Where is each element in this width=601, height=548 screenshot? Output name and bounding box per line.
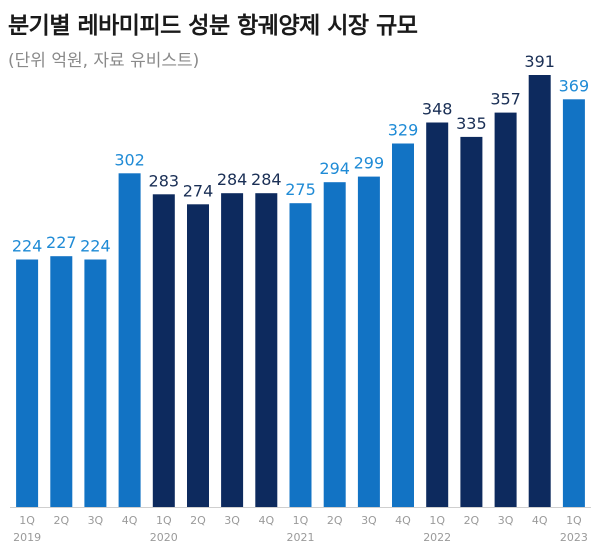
x-tick-label-14: 3Q xyxy=(498,514,514,527)
bar-8 xyxy=(289,203,312,507)
bar-9 xyxy=(323,182,346,507)
data-label-16: 369 xyxy=(559,76,590,95)
data-label-1: 227 xyxy=(46,233,77,252)
bar-13 xyxy=(460,136,483,507)
x-year-label-2022: 2022 xyxy=(423,531,451,544)
data-label-13: 335 xyxy=(456,114,487,133)
data-label-0: 224 xyxy=(12,237,43,256)
x-tick-label-12: 1Q xyxy=(429,514,445,527)
data-label-2: 224 xyxy=(80,237,111,256)
bar-2 xyxy=(84,259,107,507)
x-tick-label-13: 2Q xyxy=(464,514,480,527)
bar-5 xyxy=(187,204,209,508)
data-label-5: 274 xyxy=(183,181,214,200)
x-year-label-2019: 2019 xyxy=(13,531,41,544)
x-tick-label-2: 3Q xyxy=(88,514,104,527)
bar-11 xyxy=(392,143,414,507)
x-tick-label-6: 3Q xyxy=(224,514,240,527)
x-tick-label-11: 4Q xyxy=(395,514,411,527)
bar-4 xyxy=(152,194,175,508)
data-label-7: 284 xyxy=(251,170,282,189)
x-tick-label-5: 2Q xyxy=(190,514,206,527)
x-tick-label-8: 1Q xyxy=(293,514,309,527)
data-label-15: 391 xyxy=(524,52,555,71)
x-year-label-2023: 2023 xyxy=(560,531,588,544)
bar-16 xyxy=(562,99,585,508)
x-tick-label-16: 1Q xyxy=(566,514,582,527)
chart-title: 분기별 레바미피드 성분 항궤양제 시장 규모 xyxy=(8,13,418,39)
x-tick-label-0: 1Q xyxy=(19,514,35,527)
data-label-11: 329 xyxy=(388,121,419,140)
bar-10 xyxy=(357,176,380,507)
x-tick-label-10: 3Q xyxy=(361,514,377,527)
data-label-9: 294 xyxy=(319,159,350,178)
x-tick-label-4: 1Q xyxy=(156,514,172,527)
data-label-3: 302 xyxy=(114,150,145,169)
data-label-8: 275 xyxy=(285,180,316,199)
x-tick-label-3: 4Q xyxy=(122,514,138,527)
x-tick-label-15: 4Q xyxy=(532,514,548,527)
data-label-6: 284 xyxy=(217,170,248,189)
x-tick-label-9: 2Q xyxy=(327,514,343,527)
data-label-14: 357 xyxy=(490,90,521,109)
x-year-label-2021: 2021 xyxy=(287,531,315,544)
bar-15 xyxy=(528,75,551,507)
bar-6 xyxy=(221,193,244,507)
bar-3 xyxy=(118,173,141,508)
data-label-4: 283 xyxy=(149,171,180,190)
bar-7 xyxy=(255,193,278,507)
x-tick-label-7: 4Q xyxy=(258,514,274,527)
data-label-10: 299 xyxy=(354,154,385,173)
bar-1 xyxy=(50,256,73,507)
bar-14 xyxy=(494,112,517,507)
bar-0 xyxy=(16,259,39,507)
x-year-label-2020: 2020 xyxy=(150,531,178,544)
chart-subtitle: (단위 억원, 자료 유비스트) xyxy=(8,51,200,71)
data-label-12: 348 xyxy=(422,100,453,119)
bar-12 xyxy=(426,122,449,507)
x-tick-label-1: 2Q xyxy=(53,514,69,527)
